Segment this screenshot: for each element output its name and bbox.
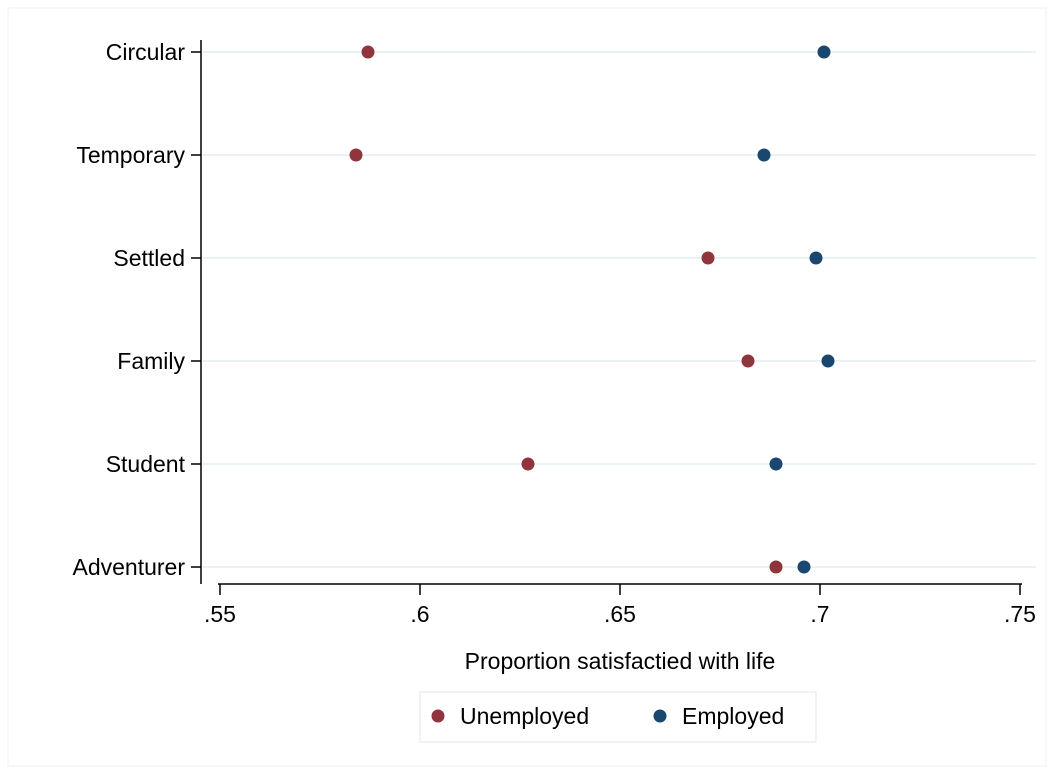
x-tick-label: .6 [410, 601, 429, 627]
legend: Unemployed Employed [419, 691, 817, 743]
legend-items: Unemployed Employed [431, 703, 784, 729]
legend-label-employed: Employed [682, 703, 784, 729]
x-axis-title: Proportion satisfactied with life [465, 648, 776, 674]
data-point-unemployed [521, 457, 535, 471]
y-tick-label: Settled [113, 245, 185, 271]
data-point-employed [769, 457, 783, 471]
legend-marker-employed [653, 709, 667, 723]
data-point-unemployed [769, 560, 783, 574]
data-point-unemployed [361, 45, 375, 59]
y-tick-label: Adventurer [72, 554, 185, 580]
x-tick-label: .55 [204, 601, 236, 627]
data-point-employed [797, 560, 811, 574]
y-tick-label: Family [117, 348, 185, 374]
x-axis-ticks: .55 .6 .65 .7 .75 [204, 584, 1036, 627]
data-point-unemployed [701, 251, 715, 265]
y-tick-label: Student [106, 451, 186, 477]
data-point-employed [757, 148, 771, 162]
data-point-employed [821, 354, 835, 368]
x-tick-label: .7 [810, 601, 829, 627]
x-tick-label: .65 [604, 601, 636, 627]
legend-marker-unemployed [431, 709, 445, 723]
y-tick-label: Temporary [76, 142, 185, 168]
data-point-unemployed [741, 354, 755, 368]
data-point-unemployed [349, 148, 363, 162]
x-tick-label: .75 [1004, 601, 1036, 627]
y-tick-label: Circular [106, 39, 186, 65]
y-axis-ticks: Circular Temporary Settled Family Student Adv… [72, 39, 201, 580]
outer-border [7, 7, 1047, 767]
data-point-employed [817, 45, 831, 59]
data-point-employed [809, 251, 823, 265]
legend-label-unemployed: Unemployed [460, 703, 589, 729]
gridlines [203, 51, 1036, 568]
legend-box [419, 691, 817, 743]
data-points [349, 45, 835, 574]
